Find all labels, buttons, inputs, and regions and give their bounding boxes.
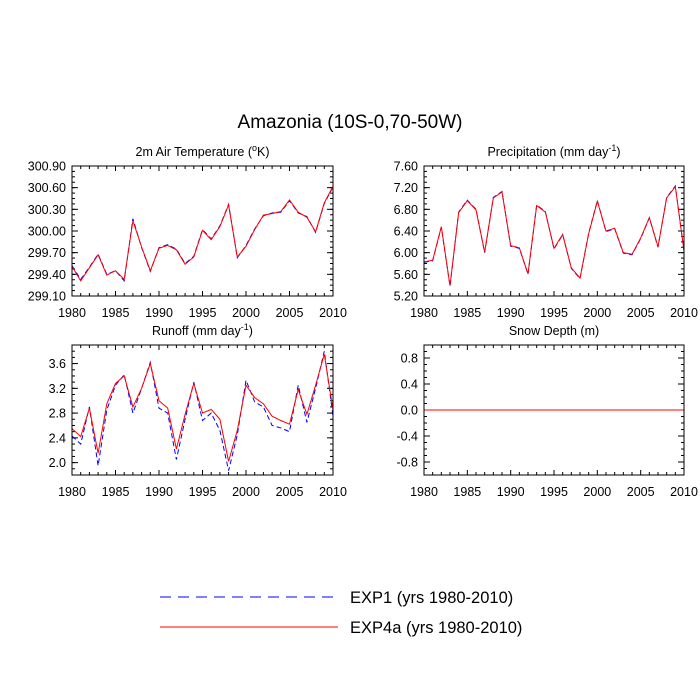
series-line-exp1 [71, 351, 334, 471]
y-tick-label: 7.20 [394, 181, 418, 195]
x-tick-label: 2010 [319, 306, 347, 320]
x-tick-label: 2005 [276, 306, 304, 320]
y-tick-label: 0.0 [401, 404, 418, 418]
x-tick-label: 1980 [58, 485, 86, 499]
y-tick-label: 3.6 [49, 357, 66, 371]
panel-title-text: 2m Air Temperature ( [136, 145, 253, 159]
chart-panels: 2m Air Temperature (oK) 1980 1985 1990 1995 2… [28, 143, 698, 499]
panel-title: Runoff (mm day-1) [152, 322, 253, 338]
y-tick-label: 2.4 [49, 431, 66, 445]
x-tick-label: 1990 [497, 485, 525, 499]
y-tick-label: 299.10 [28, 290, 66, 304]
figure-title: Amazonia (10S-0,70-50W) [238, 112, 463, 133]
plot-frame [71, 344, 334, 476]
chart-panel-temperature: 2m Air Temperature (oK) 1980 1985 1990 1995 2… [28, 143, 347, 320]
x-tick-label: 1995 [189, 485, 217, 499]
x-tick-label: 2010 [670, 485, 698, 499]
y-tick-label: 300.60 [28, 181, 66, 195]
y-tick-label: 5.20 [394, 290, 418, 304]
y-tick-label: 0.4 [401, 378, 418, 392]
x-tick-label: 1980 [58, 306, 86, 320]
y-tick-label: 6.40 [394, 225, 418, 239]
plot-frame [423, 165, 685, 297]
panel-title: 2m Air Temperature (oK) [136, 143, 270, 159]
plot-frame [423, 344, 685, 476]
series-line-exp4a [423, 185, 685, 286]
chart-panel-runoff: Runoff (mm day-1) 1980 1985 1990 1995 2000 200… [49, 322, 347, 499]
series-line-exp1 [423, 184, 685, 287]
x-tick-label: 2005 [627, 306, 655, 320]
y-tick-label: 299.40 [28, 268, 66, 282]
series-line-exp4a [71, 185, 334, 282]
y-tick-label: -0.8 [396, 456, 418, 470]
y-tick-label: -0.4 [396, 430, 418, 444]
panel-title-superscript: o [252, 143, 257, 153]
legend: EXP1 (yrs 1980-2010) EXP4a (yrs 1980-2010… [160, 589, 522, 637]
x-tick-label: 1985 [102, 485, 130, 499]
panel-title-superscript: -1 [608, 143, 616, 153]
y-tick-label: 299.70 [28, 246, 66, 260]
panel-title-text: Precipitation (mm day [487, 145, 609, 159]
x-tick-label: 1995 [540, 485, 568, 499]
panel-title-superscript: -1 [241, 322, 249, 332]
y-tick-label: 6.80 [394, 203, 418, 217]
y-tick-label: 3.2 [49, 382, 66, 396]
x-tick-label: 1980 [410, 306, 438, 320]
legend-entry-exp4a: EXP4a (yrs 1980-2010) [160, 619, 522, 637]
x-tick-label: 1980 [410, 485, 438, 499]
y-tick-label: 2.0 [49, 456, 66, 470]
x-tick-label: 1985 [453, 306, 481, 320]
x-tick-label: 2000 [583, 306, 611, 320]
series-line-exp4a [71, 354, 334, 462]
x-tick-label: 2010 [319, 485, 347, 499]
panel-title-text: Snow Depth (m) [509, 324, 599, 338]
legend-label: EXP4a (yrs 1980-2010) [350, 619, 522, 637]
y-tick-label: 6.00 [394, 246, 418, 260]
y-tick-label: 300.90 [28, 160, 66, 174]
x-tick-label: 2000 [232, 306, 260, 320]
legend-entry-exp1: EXP1 (yrs 1980-2010) [160, 589, 513, 607]
panel-title: Precipitation (mm day-1) [487, 143, 620, 159]
x-tick-label: 1990 [145, 485, 173, 499]
x-tick-label: 1990 [145, 306, 173, 320]
y-tick-label: 300.00 [28, 225, 66, 239]
y-tick-label: 7.60 [394, 160, 418, 174]
x-tick-label: 2005 [276, 485, 304, 499]
x-tick-label: 1990 [497, 306, 525, 320]
x-tick-label: 2000 [583, 485, 611, 499]
x-tick-label: 2000 [232, 485, 260, 499]
panel-title: Snow Depth (m) [509, 324, 599, 338]
y-tick-label: 300.30 [28, 203, 66, 217]
plot-frame [71, 165, 334, 297]
x-tick-label: 1995 [189, 306, 217, 320]
x-tick-label: 1985 [453, 485, 481, 499]
chart-panel-precipitation: Precipitation (mm day-1) 1980 1985 1990 1995… [394, 143, 698, 320]
legend-label: EXP1 (yrs 1980-2010) [350, 589, 513, 607]
series-line-exp1 [71, 186, 334, 282]
panel-title-text-end: ) [249, 324, 253, 338]
y-tick-label: 5.60 [394, 268, 418, 282]
panel-title-text-end: K) [257, 145, 270, 159]
x-tick-label: 1985 [102, 306, 130, 320]
chart-panel-snow-depth: Snow Depth (m) 1980 1985 1990 1995 2000 2005 20… [396, 324, 697, 499]
panel-title-text-end: ) [616, 145, 620, 159]
y-tick-label: 2.8 [49, 407, 66, 421]
x-tick-label: 2010 [670, 306, 698, 320]
x-tick-label: 1995 [540, 306, 568, 320]
panel-title-text: Runoff (mm day [152, 324, 241, 338]
x-tick-label: 2005 [627, 485, 655, 499]
y-tick-label: 0.8 [401, 352, 418, 366]
